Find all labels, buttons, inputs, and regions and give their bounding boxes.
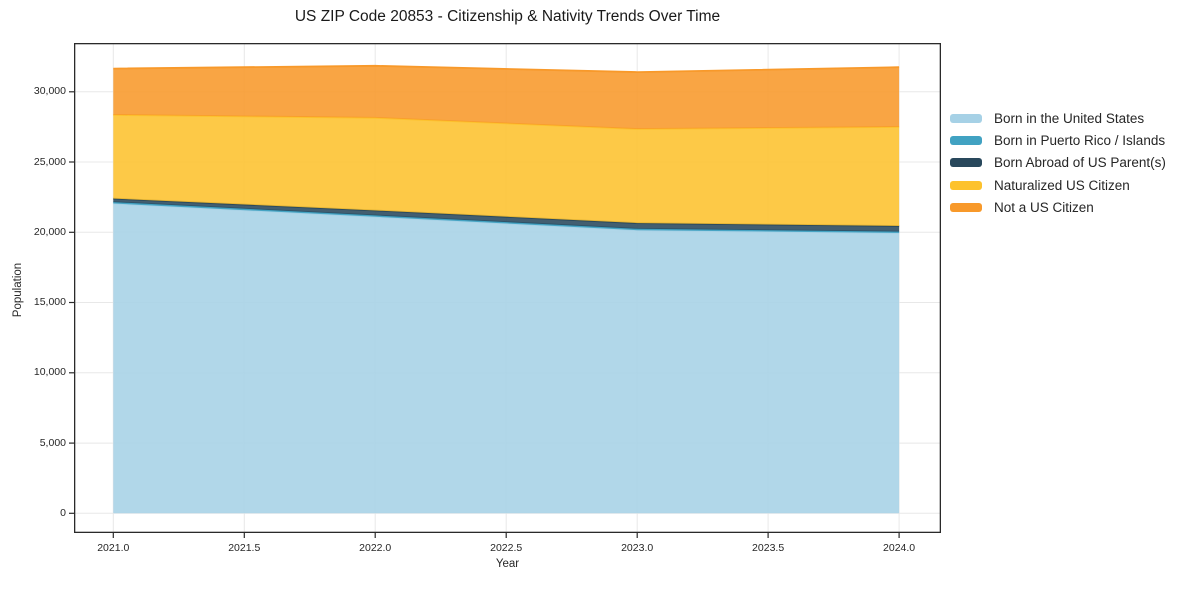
x-tick-label: 2024.0	[883, 542, 916, 554]
area-born-abroad-of-us-parent-s	[113, 198, 900, 232]
legend-label: Born in the United States	[994, 110, 1145, 126]
y-tick-label: 0	[60, 506, 66, 519]
y-tick-label: 30,000	[33, 85, 66, 98]
x-axis-title: Year	[495, 558, 520, 570]
x-tick-label: 2021.0	[97, 542, 130, 554]
x-tick-label: 2022.0	[359, 542, 392, 554]
legend-swatch-icon	[950, 203, 982, 213]
y-tick-label: 15,000	[33, 296, 66, 309]
area-born-in-the-united-states	[113, 203, 900, 514]
legend-swatch-icon	[950, 158, 982, 168]
legend-label: Not a US Citizen	[994, 200, 1094, 216]
legend-label: Born Abroad of US Parent(s)	[994, 155, 1166, 171]
y-axis-title: Population	[12, 262, 24, 318]
area-outline-not-a-us-citizen	[113, 64, 900, 74]
x-tick-label: 2022.5	[490, 542, 523, 554]
legend: Born in the United States Born in Puerto …	[950, 107, 1166, 219]
legend-swatch-icon	[950, 180, 982, 190]
legend-item-born-abroad-of-us-parent-s: Born Abroad of US Parent(s)	[950, 152, 1166, 174]
plot-area	[69, 42, 942, 538]
legend-item-naturalized-us-citizen: Naturalized US Citizen	[950, 174, 1166, 196]
plot-border	[73, 42, 942, 534]
legend-label: Naturalized US Citizen	[994, 177, 1130, 193]
y-tick-label: 25,000	[33, 155, 66, 168]
legend-swatch-icon	[950, 136, 982, 146]
x-tick-label: 2021.5	[228, 542, 261, 554]
area-not-a-us-citizen	[113, 65, 900, 129]
legend-swatch-icon	[950, 113, 982, 123]
area-naturalized-us-citizen	[113, 114, 900, 226]
y-tick-label: 5,000	[39, 436, 66, 449]
legend-item-not-a-us-citizen: Not a US Citizen	[950, 197, 1166, 219]
y-tick-label: 10,000	[33, 366, 66, 379]
x-tick-label: 2023.5	[752, 542, 785, 554]
y-tick-label: 20,000	[33, 225, 66, 238]
chart-title: US ZIP Code 20853 - Citizenship & Nativi…	[294, 8, 721, 25]
legend-label: Born in Puerto Rico / Islands	[994, 133, 1166, 149]
legend-item-born-in-puerto-rico-islands: Born in Puerto Rico / Islands	[950, 129, 1166, 151]
x-tick-label: 2023.0	[621, 542, 654, 554]
legend-item-born-in-the-united-states: Born in the United States	[950, 107, 1166, 129]
